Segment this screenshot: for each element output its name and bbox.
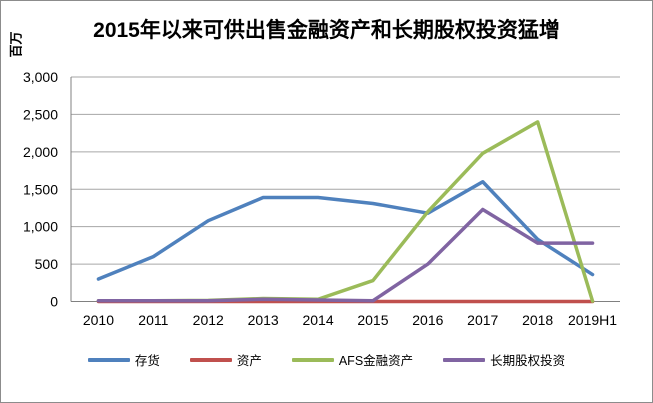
y-tick-label: 1,000: [23, 219, 58, 235]
legend-item-1: 资产: [189, 350, 262, 369]
x-tick-label: 2016: [412, 312, 443, 328]
y-tick-label: 1,500: [23, 181, 58, 197]
legend-line-swatch: [443, 357, 486, 362]
x-tick-label: 2010: [83, 312, 114, 328]
x-tick-label: 2019H1: [568, 312, 617, 328]
chart-title: 2015年以来可供出售金融资产和长期股权投资猛增: [93, 19, 560, 42]
legend-item-2: AFS金融资产: [291, 350, 414, 369]
legend-label: 长期股权投资: [490, 354, 566, 368]
legend-item-0: 存货: [87, 350, 160, 369]
legend-line-swatch: [291, 357, 334, 362]
y-tick-label: 2,000: [23, 144, 58, 160]
legend: 存货 资产 AFS金融资产 长期股权投资: [1, 350, 652, 369]
x-tick-label: 2012: [193, 312, 224, 328]
legend-item-3: 长期股权投资: [443, 350, 565, 369]
x-tick-label: 2014: [302, 312, 333, 328]
x-tick-label: 2018: [522, 312, 553, 328]
legend-label: AFS金融资产: [338, 354, 414, 368]
series-line-3: [96, 207, 595, 303]
series-line-2: [96, 120, 595, 303]
legend-line-swatch: [87, 357, 130, 362]
x-tick-label: 2011: [138, 312, 168, 328]
legend-label: 存货: [134, 354, 160, 368]
legend-line-swatch: [189, 357, 232, 362]
y-tick-label: 3,000: [23, 69, 58, 85]
x-tick-label: 2013: [248, 312, 279, 328]
x-tick-label: 2017: [467, 312, 498, 328]
x-tick-label: 2015: [357, 312, 388, 328]
y-tick-label: 500: [35, 256, 59, 272]
legend-label: 资产: [236, 354, 262, 368]
series-line-0: [96, 180, 595, 281]
y-tick-label: 0: [50, 294, 58, 310]
y-tick-label: 2,500: [23, 106, 58, 122]
